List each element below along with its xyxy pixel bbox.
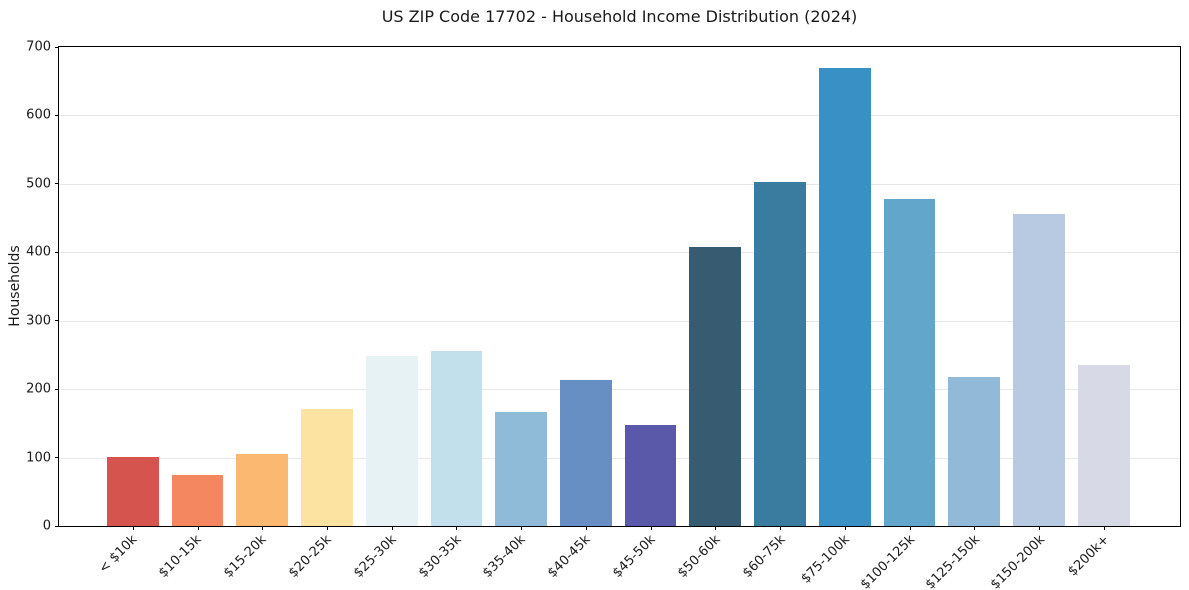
bar (1077, 365, 1130, 526)
x-tick-mark (1038, 526, 1040, 530)
x-tick-mark (844, 526, 846, 530)
x-tick-mark (262, 526, 264, 530)
x-tick-label: $50-60k (674, 532, 724, 581)
x-tick-label: $150-200k (987, 532, 1048, 590)
y-tick-label: 600 (26, 107, 51, 123)
x-tick-mark (1103, 526, 1105, 530)
y-tick-label: 700 (26, 39, 51, 55)
bar (624, 425, 677, 526)
bar (495, 412, 548, 526)
x-tick-mark (974, 526, 976, 530)
chart-title: US ZIP Code 17702 - Household Income Dis… (381, 7, 858, 26)
y-tick-mark (55, 525, 59, 527)
y-tick-label: 500 (26, 176, 51, 192)
x-tick-label: $40-45k (545, 532, 594, 581)
x-tick-label: $45-50k (610, 532, 659, 581)
x-tick-mark (326, 526, 328, 530)
bar (559, 380, 612, 526)
x-tick-label: $30-35k (415, 532, 465, 581)
y-tick-label: 300 (26, 313, 51, 329)
y-axis-label: Households (7, 245, 23, 327)
bar (301, 409, 353, 526)
y-tick-mark (55, 251, 59, 253)
bar (754, 181, 806, 526)
x-tick-label: $75-100k (798, 532, 854, 587)
plot-area: 0 100 200 300 400 500 600 700 (26, 41, 1181, 533)
y-tick-mark (55, 114, 59, 116)
y-tick-mark (55, 388, 59, 390)
bar (1013, 213, 1065, 526)
bar (430, 350, 483, 526)
y-tick-label: 0 (42, 518, 51, 534)
x-tick-label: < $10k (95, 532, 140, 577)
y-tick-mark (55, 46, 59, 48)
x-tick-mark (585, 526, 587, 530)
y-tick-label: 400 (26, 244, 51, 260)
x-tick-label: $10-15k (156, 532, 205, 581)
x-tick-mark (197, 526, 199, 530)
gridline (59, 389, 1180, 391)
gridline (59, 457, 1180, 459)
bar (818, 67, 871, 526)
x-tick-label: $35-40k (480, 532, 529, 581)
y-tick-mark (55, 320, 59, 322)
x-tick-mark (650, 526, 652, 530)
x-tick-label: $100-125k (857, 532, 918, 590)
bar (365, 356, 418, 526)
x-tick-mark (456, 526, 458, 530)
bar (171, 474, 224, 526)
x-tick-label: $20-25k (285, 532, 335, 581)
x-tick-label: $200k+ (1065, 532, 1113, 580)
bar (236, 454, 289, 526)
x-tick-label: $60-75k (739, 532, 789, 581)
y-tick-label: 200 (26, 381, 51, 397)
x-tick-label: $25-30k (350, 532, 400, 581)
x-tick-mark (132, 526, 134, 530)
x-tick-label: $125-150k (922, 532, 983, 590)
x-tick-mark (715, 526, 717, 530)
y-tick-mark (55, 183, 59, 185)
x-tick-mark (521, 526, 523, 530)
y-tick-label: 100 (26, 450, 51, 466)
x-tick-mark (780, 526, 782, 530)
x-tick-mark (909, 526, 911, 530)
x-tick-label: $15-20k (221, 532, 270, 581)
bar (948, 376, 1001, 526)
bar (883, 198, 936, 526)
bar (106, 456, 159, 526)
gridline (59, 320, 1180, 322)
y-tick-mark (55, 457, 59, 459)
x-axis-labels: < $10k $10-15k $15-20k $20-25k $25-30k $30-35… (58, 532, 1181, 590)
x-tick-mark (391, 526, 393, 530)
bar (689, 246, 742, 526)
gridline (59, 115, 1180, 117)
gridline (59, 183, 1180, 185)
gridline (59, 252, 1180, 254)
